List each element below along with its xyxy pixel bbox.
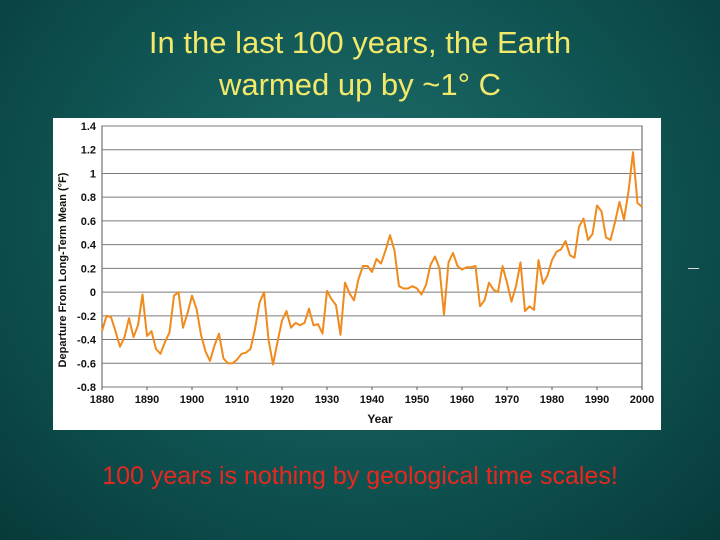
slide-title: In the last 100 years, the Earth warmed … — [0, 22, 720, 106]
y-tick-label: 0.8 — [81, 192, 96, 204]
plot-frame — [101, 125, 643, 388]
x-tick-label: 1900 — [180, 394, 204, 406]
y-tick-label: 0.2 — [81, 263, 96, 275]
y-tick-label: -0.6 — [77, 358, 96, 370]
x-tick-label: 1970 — [495, 394, 519, 406]
x-tick-label: 1950 — [405, 394, 429, 406]
x-tick-label: 1920 — [270, 394, 294, 406]
y-tick-label: 1.4 — [81, 121, 97, 133]
x-tick-label: 1980 — [540, 394, 564, 406]
temperature-series-line — [101, 151, 643, 366]
x-tick-label: 1890 — [135, 394, 159, 406]
y-tick-label: 0 — [90, 287, 96, 299]
slide-title-line2: warmed up by ~1° C — [218, 67, 502, 102]
x-tick-label: 1960 — [450, 394, 474, 406]
y-tick-label: 1 — [90, 168, 96, 180]
y-tick-label: -0.8 — [77, 382, 96, 394]
y-tick-label: 1.2 — [81, 145, 96, 157]
y-axis-label: Departure From Long-Term Mean (°F) — [57, 172, 69, 367]
x-tick-label: 1940 — [360, 394, 384, 406]
temperature-chart-svg: 1.4 1.2 1 0.8 0.6 0.4 0.2 0 -0.2 -0.4 -0.6 -0.81880… — [57, 121, 654, 426]
y-tick-label: -0.4 — [77, 335, 97, 347]
x-tick-label: 1930 — [315, 394, 339, 406]
x-tick-label: 1990 — [585, 394, 609, 406]
x-tick-label: 1880 — [90, 394, 114, 406]
footer-note: 100 years is nothing by geological time … — [102, 462, 618, 490]
y-tick-label: -0.2 — [77, 311, 96, 323]
side-dash — [688, 268, 699, 269]
temperature-chart: 1.4 1.2 1 0.8 0.6 0.4 0.2 0 -0.2 -0.4 -0.6 -0.8 1880… — [53, 118, 661, 430]
y-tick-label: 0.6 — [81, 216, 96, 228]
slide-title-line1: In the last 100 years, the Earth — [148, 25, 572, 60]
x-axis-label: Year — [367, 412, 393, 426]
y-tick-label: 0.4 — [81, 240, 97, 252]
x-tick-label: 2000 — [630, 394, 654, 406]
x-tick-label: 1910 — [225, 394, 249, 406]
